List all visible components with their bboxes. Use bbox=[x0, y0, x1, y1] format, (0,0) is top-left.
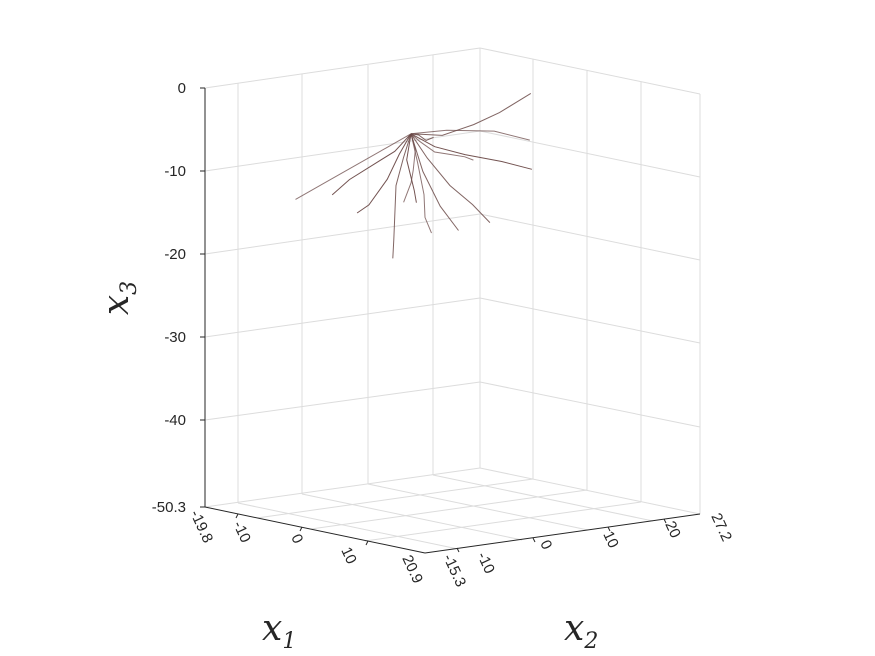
svg-text:x2: x2 bbox=[564, 608, 598, 654]
svg-text:x3: x3 bbox=[96, 281, 142, 315]
root-branch bbox=[406, 133, 417, 203]
x3-tick-label: -40 bbox=[164, 412, 186, 429]
x2-axis-label-sub: 2 bbox=[583, 629, 598, 654]
root-branch bbox=[410, 129, 530, 141]
x3-axis-label-sub: 3 bbox=[117, 281, 142, 295]
x3-tick-label: 0 bbox=[178, 80, 186, 97]
x3-axis-label-base: x bbox=[96, 295, 137, 315]
x2-tick-label: -10 bbox=[473, 550, 498, 577]
x3-axis-label: x3 bbox=[96, 281, 142, 315]
root-branch bbox=[410, 133, 434, 141]
x1-tick-label: -10 bbox=[229, 519, 254, 546]
root-branch bbox=[295, 133, 412, 200]
x2-axis-label-base: x bbox=[564, 608, 584, 649]
svg-text:x1: x1 bbox=[262, 608, 296, 654]
x3-tick-labels: 0 -10 -20 -30 -40 -50.3 bbox=[152, 80, 186, 516]
root-branch bbox=[392, 133, 412, 259]
x3-tick-label: -50.3 bbox=[152, 499, 186, 516]
root-system-lines bbox=[295, 92, 533, 259]
root-branch bbox=[410, 133, 491, 223]
root-branch bbox=[410, 133, 474, 161]
root-branch bbox=[410, 92, 532, 136]
x1-axis-line bbox=[204, 506, 426, 554]
x3-tick-label: -30 bbox=[164, 329, 186, 346]
x1-tick-label: 10 bbox=[337, 545, 359, 567]
x2-axis-line bbox=[424, 513, 701, 554]
x1-tick-label: -19.8 bbox=[186, 508, 216, 546]
root-branch bbox=[410, 133, 533, 170]
x2-tick-label: 20 bbox=[661, 519, 683, 541]
x1-tick-label: 20.9 bbox=[398, 553, 426, 587]
x2-axis-label: x2 bbox=[564, 608, 598, 654]
x2-tick-labels: -15.3 -10 0 10 20 27.2 bbox=[439, 511, 735, 590]
x3-tick-label: -10 bbox=[164, 163, 186, 180]
root-branch bbox=[410, 133, 459, 231]
x3-tick-label: -20 bbox=[164, 246, 186, 263]
x1-tick-labels: -19.8 -10 0 10 20.9 bbox=[186, 508, 426, 587]
root-branch bbox=[331, 133, 412, 196]
x1-axis-label-sub: 1 bbox=[282, 629, 296, 654]
grid-lines bbox=[204, 47, 701, 550]
x1-axis-label: x1 bbox=[262, 608, 296, 654]
x2-tick-label: -15.3 bbox=[439, 552, 469, 590]
x1-tick-label: 0 bbox=[287, 532, 306, 547]
root-branch bbox=[356, 133, 412, 214]
x2-tick-label: 10 bbox=[599, 529, 621, 551]
x2-tick-label: 0 bbox=[536, 538, 555, 553]
x2-tick-label: 27.2 bbox=[707, 511, 735, 545]
x1-axis-label-base: x bbox=[262, 608, 282, 649]
axes-box bbox=[200, 87, 701, 554]
